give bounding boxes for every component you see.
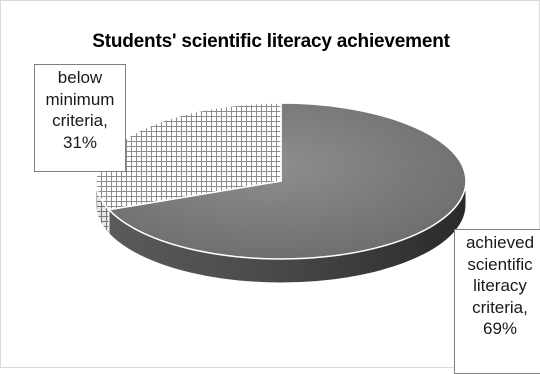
data-label-line: below: [57, 68, 103, 87]
data-label-line: 69%: [482, 319, 518, 338]
data-label-line: 31%: [62, 132, 98, 152]
data-label-line: scientific: [467, 254, 533, 274]
data-label-line: minimum: [45, 89, 115, 109]
data-label-line: achieved: [465, 233, 535, 252]
data-label-below-minimum: below minimum criteria, 31%: [34, 64, 126, 172]
data-label-line: criteria,: [472, 297, 528, 317]
pie-slice-below-minimum: [95, 102, 282, 211]
pie-slice-achieved: [107, 102, 467, 260]
data-label-line: literacy: [473, 276, 527, 295]
data-label-line: criteria,: [52, 111, 108, 130]
data-label-achieved: achieved scientific literacy criteria, 69%: [454, 229, 540, 374]
chart-title: Students' scientific literacy achievemen…: [92, 31, 450, 52]
